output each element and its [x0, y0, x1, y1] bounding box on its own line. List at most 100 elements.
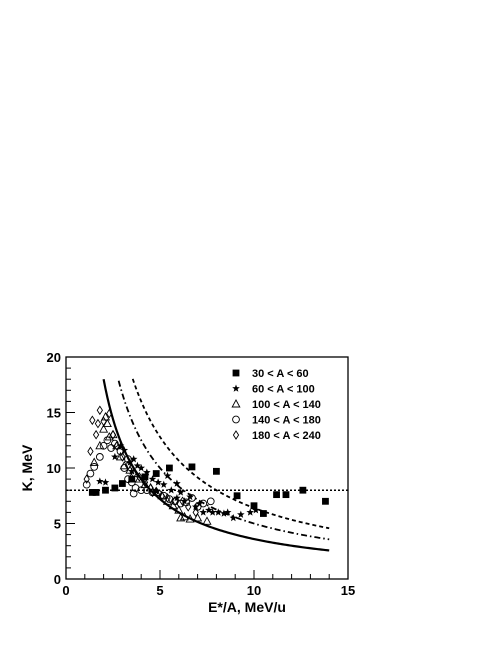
data-point	[95, 453, 104, 461]
curve-dashed	[131, 378, 330, 530]
data-point	[141, 473, 149, 481]
data-point	[163, 471, 172, 480]
data-point	[206, 497, 215, 506]
data-point	[82, 480, 91, 489]
data-point	[223, 508, 232, 516]
data-point	[199, 508, 208, 516]
data-point	[116, 447, 125, 456]
legend-label: 140 < A < 180	[252, 415, 321, 427]
data-point	[111, 452, 119, 461]
data-point	[106, 408, 113, 419]
data-point	[88, 489, 96, 496]
x-tick-label: 10	[247, 583, 261, 598]
legend-marker	[232, 369, 240, 377]
data-point	[89, 457, 99, 466]
y-tick-label: 5	[54, 517, 61, 532]
data-point	[173, 493, 181, 502]
data-point	[164, 493, 171, 503]
data-point	[159, 491, 168, 500]
data-point	[92, 489, 100, 496]
data-point	[193, 513, 203, 522]
legend-marker	[232, 415, 240, 424]
x-axis-title: E*/A, MeV/u	[208, 599, 286, 615]
data-point	[95, 440, 105, 450]
data-point	[153, 486, 160, 497]
data-point	[130, 468, 137, 479]
data-point	[199, 499, 208, 508]
data-point	[128, 467, 136, 475]
data-point	[109, 429, 117, 440]
data-point	[205, 506, 213, 514]
data-point	[250, 502, 258, 510]
data-point	[188, 494, 196, 502]
data-point	[87, 446, 94, 457]
y-tick-label: 15	[47, 406, 61, 421]
x-tick-label: 15	[341, 583, 355, 598]
data-point	[83, 474, 90, 484]
data-point	[166, 464, 173, 472]
legend-label: 30 < A < 60	[252, 368, 309, 380]
data-point	[136, 472, 143, 482]
y-axis-title: K, MeV	[19, 444, 35, 491]
data-point	[174, 505, 184, 514]
data-point	[127, 478, 136, 487]
data-point	[120, 446, 129, 454]
x-tick-label: 5	[156, 583, 163, 598]
data-point	[252, 506, 260, 514]
data-point	[193, 503, 202, 511]
x-tick-label: 0	[62, 583, 69, 598]
y-tick-label: 20	[47, 350, 61, 365]
data-point	[113, 440, 120, 451]
y-tick-label: 10	[47, 461, 61, 476]
data-point	[102, 486, 109, 494]
data-point	[186, 492, 194, 501]
data-point	[115, 451, 126, 461]
data-points	[82, 405, 329, 525]
data-point	[143, 468, 151, 476]
data-point	[176, 513, 186, 522]
legend-label: 60 < A < 100	[252, 384, 315, 396]
data-point	[158, 490, 166, 501]
data-point	[162, 496, 173, 505]
data-point	[96, 405, 103, 416]
data-point	[152, 470, 160, 477]
data-point	[100, 416, 107, 427]
legend-label: 180 < A < 240	[252, 430, 321, 442]
data-point	[233, 492, 241, 500]
legend-marker	[232, 384, 240, 392]
series-0	[88, 463, 329, 517]
data-point	[214, 508, 223, 516]
legend: 30 < A < 60 60 < A < 100 100 < A < 140 140 …	[231, 368, 321, 442]
data-point	[90, 463, 99, 471]
data-point	[159, 480, 168, 488]
data-point	[179, 511, 189, 521]
data-point	[185, 514, 195, 523]
data-point	[119, 452, 126, 462]
legend-marker	[232, 430, 240, 440]
data-point	[173, 479, 181, 487]
y-tick-label: 0	[54, 572, 61, 587]
data-point	[103, 436, 112, 445]
data-point	[220, 509, 228, 517]
data-point	[137, 486, 146, 495]
data-point	[229, 513, 238, 522]
data-point	[119, 480, 126, 487]
data-point	[149, 487, 156, 498]
data-point	[176, 488, 185, 496]
data-point	[99, 441, 108, 450]
data-point	[101, 478, 110, 486]
data-point	[92, 429, 100, 440]
data-point	[213, 467, 220, 475]
data-point	[167, 486, 176, 494]
data-point	[96, 477, 104, 485]
data-point	[273, 491, 280, 499]
data-point	[246, 508, 255, 516]
legend-marker	[231, 399, 241, 408]
series-3	[82, 436, 215, 511]
data-point	[260, 510, 267, 517]
data-point	[185, 502, 192, 512]
data-point	[111, 484, 119, 492]
data-point	[148, 475, 157, 483]
data-point	[191, 502, 200, 511]
data-point	[237, 510, 245, 518]
